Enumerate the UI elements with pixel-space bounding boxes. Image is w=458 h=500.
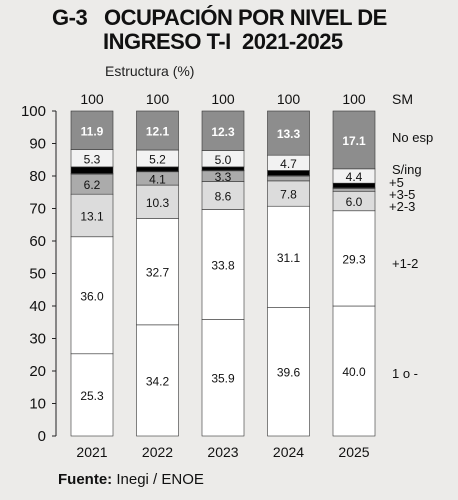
- y-tick-label: 10: [29, 396, 46, 413]
- bar-segment: [136, 110, 179, 151]
- bar-segment: [201, 181, 245, 210]
- data-label: 11.9: [81, 124, 104, 138]
- data-label: 4.1: [149, 172, 166, 186]
- bar-segment: [267, 170, 310, 176]
- data-label: 10.3: [146, 196, 170, 210]
- total-label: 100: [211, 91, 235, 107]
- total-label: 100: [342, 91, 366, 107]
- y-tick-label: 60: [29, 233, 46, 250]
- data-label: 4.4: [346, 170, 363, 184]
- bar-segment: [201, 110, 245, 151]
- data-label: 3.3: [215, 170, 232, 184]
- bar-segment: [267, 306, 310, 437]
- bar-segment: [70, 193, 114, 238]
- bar-segment: [267, 110, 310, 156]
- data-label: 5.2: [149, 152, 166, 166]
- bar-segment: [70, 166, 114, 174]
- legend-label: 1 o -: [392, 366, 418, 381]
- data-label: 13.1: [80, 209, 104, 223]
- chart-subtitle: Estructura (%): [105, 63, 195, 79]
- data-label: 8.6: [215, 190, 232, 204]
- legend-label: No esp: [392, 130, 433, 145]
- bar-segment: [70, 353, 114, 437]
- data-label: 39.6: [277, 366, 301, 380]
- y-tick-label: 100: [21, 103, 46, 120]
- y-tick-label: 30: [29, 331, 46, 348]
- y-tick-label: 70: [29, 201, 46, 218]
- total-label: 100: [80, 91, 104, 107]
- data-label: 12.3: [211, 125, 235, 139]
- data-label: 13.3: [277, 127, 301, 141]
- data-label: 25.3: [80, 389, 104, 403]
- data-label: 29.3: [342, 252, 366, 266]
- title-line-2: INGRESO T-I 2021-2025: [103, 29, 343, 54]
- chart-code: G-3: [52, 5, 88, 30]
- bar-segment: [267, 180, 310, 207]
- legend-label: +3-5: [389, 187, 415, 202]
- bar-segment: [136, 324, 179, 437]
- x-tick-label: 2023: [207, 444, 238, 460]
- data-label: 32.7: [146, 266, 170, 280]
- y-tick-label: 50: [29, 266, 46, 283]
- data-label: 6.2: [84, 178, 101, 192]
- bar-segment: [70, 110, 114, 150]
- data-label: 34.2: [146, 374, 170, 388]
- total-label: 100: [146, 91, 170, 107]
- x-tick-label: 2021: [76, 444, 107, 460]
- bar-segment: [136, 166, 179, 172]
- data-label: 33.8: [211, 258, 235, 272]
- y-tick-label: 20: [29, 363, 46, 380]
- bar-segment: [332, 210, 376, 307]
- chart-title: G-3 OCUPACIÓN POR NIVEL DE INGRESO T-I 2…: [0, 6, 458, 54]
- bar-segment: [201, 319, 245, 437]
- data-label: 4.7: [280, 157, 297, 171]
- data-label: 17.1: [342, 134, 366, 148]
- bar-segment: [332, 188, 376, 192]
- data-label: 7.8: [280, 188, 297, 202]
- legend-label: +5: [389, 175, 404, 190]
- total-label: 100: [277, 91, 301, 107]
- source-label: Fuente:: [58, 471, 113, 488]
- legend-label: +2-3: [389, 199, 415, 214]
- bar-segment: [136, 184, 179, 219]
- legend-label: +1-2: [392, 256, 418, 271]
- data-label: 5.3: [84, 152, 101, 166]
- data-label: 36.0: [80, 289, 104, 303]
- bar-segment: [136, 218, 179, 326]
- bar-segment: [332, 110, 376, 170]
- source-note: Fuente: Inegi / ENOE: [58, 471, 204, 488]
- bar-segment: [267, 175, 310, 182]
- bar-segment: [332, 305, 376, 437]
- bar-segment: [70, 236, 114, 355]
- x-tick-label: 2024: [273, 444, 304, 460]
- y-tick-label: 40: [29, 298, 46, 315]
- data-label: 5.0: [215, 153, 232, 167]
- source-text: Inegi / ENOE: [116, 471, 204, 488]
- legend-label: S/ing: [392, 162, 422, 177]
- x-tick-label: 2025: [338, 444, 369, 460]
- title-line-1: G-3 OCUPACIÓN POR NIVEL DE: [0, 6, 458, 30]
- y-tick-label: 80: [29, 168, 46, 185]
- data-label: 6.0: [346, 195, 363, 209]
- legend-header: SM: [392, 91, 413, 107]
- y-tick-label: 0: [38, 428, 46, 445]
- bar-segment: [201, 209, 245, 320]
- data-label: 31.1: [277, 251, 301, 265]
- y-tick-label: 90: [29, 136, 46, 153]
- bar-segment: [201, 166, 245, 171]
- data-label: 35.9: [211, 372, 235, 386]
- x-tick-label: 2022: [142, 444, 173, 460]
- data-label: 12.1: [146, 125, 170, 139]
- title-text-1: OCUPACIÓN POR NIVEL DE: [104, 5, 387, 30]
- data-label: 40.0: [342, 365, 366, 379]
